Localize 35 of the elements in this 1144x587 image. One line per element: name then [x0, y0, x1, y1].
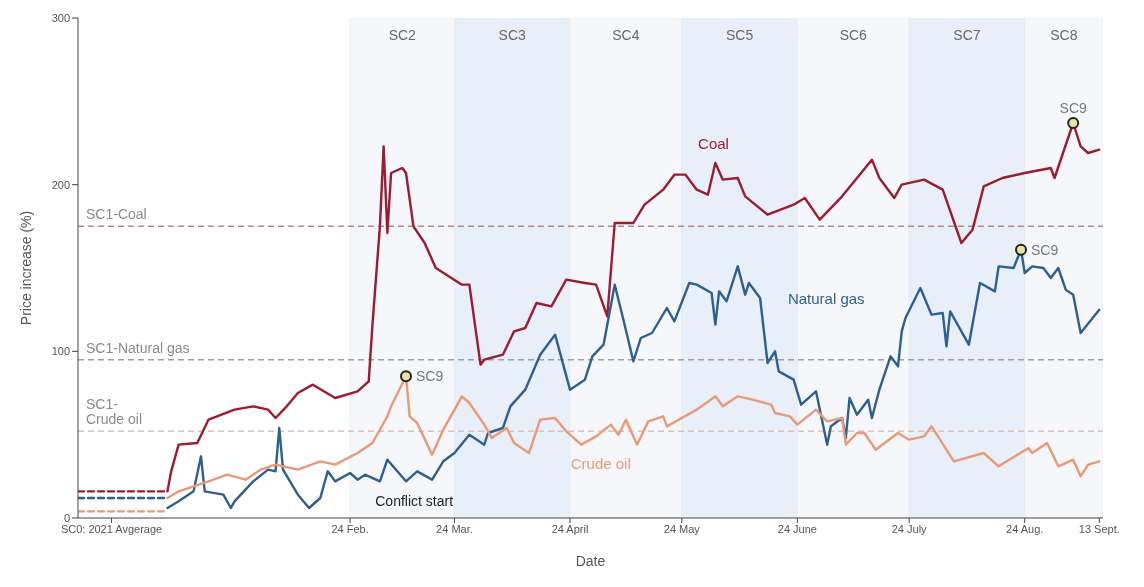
point: [400, 370, 412, 383]
x-tick-label: 24 May: [663, 522, 701, 535]
annotation: Conflict start: [375, 492, 454, 509]
annotation: SC9: [1059, 100, 1088, 116]
y-tick-label: 300: [51, 11, 70, 24]
series-label: Natural gas: [787, 289, 865, 307]
y-tick-label: 200: [51, 178, 70, 191]
annotation: SC9: [1031, 241, 1059, 258]
ref-line-label: SC1-Coal: [86, 206, 147, 223]
band-label: SC7: [953, 26, 981, 43]
x-tick-label: 24 Mar.: [436, 522, 473, 535]
band-label: SC4: [612, 26, 640, 43]
x-tick-label: 24 June: [777, 522, 817, 535]
x-tick-label: 24 Feb.: [331, 522, 369, 535]
x-tick-label: 24 April: [551, 522, 589, 535]
band-label: SC3: [498, 26, 527, 43]
point: [1015, 243, 1027, 256]
x-tick-label: 13 Sept.: [1078, 522, 1120, 535]
band-label: SC5: [725, 26, 754, 43]
series-label: Crude oil: [570, 454, 631, 472]
annotation: SC9: [416, 368, 444, 385]
y-axis-title: Price increase (%): [17, 210, 34, 326]
band-label: SC2: [388, 26, 417, 43]
ref-line-label: SC1-Natural gas: [86, 339, 190, 356]
band-label: SC6: [839, 26, 868, 43]
point: [1067, 117, 1080, 129]
x-tick-label: 24 July: [891, 522, 928, 535]
x-tick-label: 24 Aug.: [1006, 522, 1044, 535]
y-tick-label: 100: [51, 345, 70, 358]
band-label: SC8: [1050, 26, 1078, 43]
x-axis-title: Date: [575, 553, 606, 569]
y-tick-label: 0: [63, 511, 70, 524]
x-tick-label: SC0: 2021 Avgerage: [60, 522, 163, 535]
series-label: Coal: [698, 134, 729, 152]
ref-line-label: SC1- Crude oil: [86, 396, 143, 428]
